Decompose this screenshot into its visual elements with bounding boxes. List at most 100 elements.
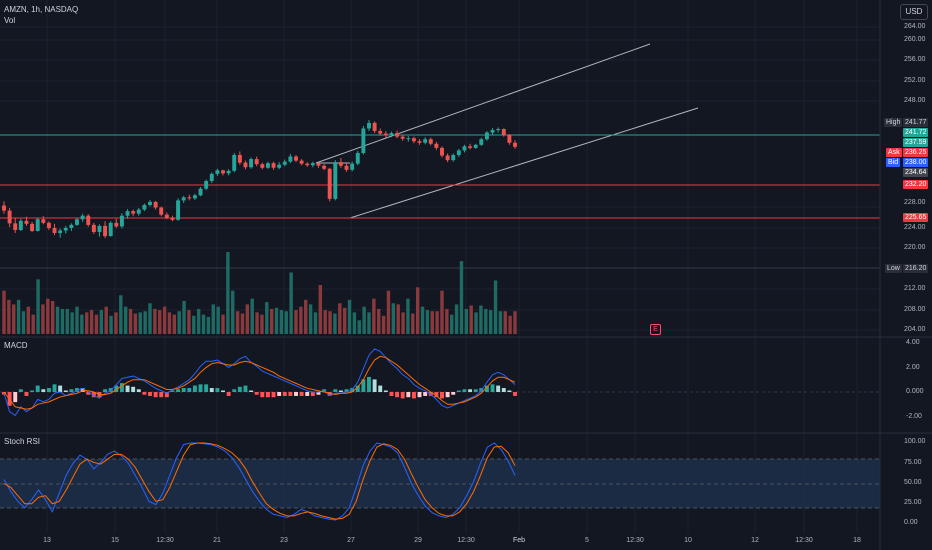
volume-bar <box>464 308 469 334</box>
stoch-band <box>0 459 880 508</box>
volume-bar <box>50 300 55 334</box>
candle-body <box>265 163 270 168</box>
candle-body <box>350 163 355 170</box>
volume-bar <box>260 314 264 334</box>
candle-body <box>232 155 237 171</box>
candle-body <box>400 136 405 139</box>
volume-bar <box>313 312 318 334</box>
macd-histogram-bar <box>411 392 416 399</box>
macd-histogram-bar <box>501 388 506 392</box>
volume-bar <box>284 311 288 334</box>
time-label: 15 <box>111 537 119 544</box>
macd-label[interactable]: MACD <box>4 341 28 350</box>
candle-body <box>226 170 231 174</box>
candle-body <box>484 132 489 140</box>
time-label: 13 <box>43 537 51 544</box>
volume-bar <box>454 304 459 334</box>
symbol-title[interactable]: AMZN, 1h, NASDAQ <box>4 5 79 14</box>
volume-bar <box>148 303 152 334</box>
currency-button[interactable]: USD <box>900 4 928 20</box>
candle-body <box>7 210 12 224</box>
channel-lower-line[interactable] <box>349 107 699 219</box>
horizontal-levels[interactable] <box>0 134 880 269</box>
volume-bar <box>333 313 337 334</box>
macd-histogram-bar <box>125 385 130 392</box>
macd-histogram-bar <box>153 392 158 398</box>
time-label: 10 <box>684 537 692 544</box>
macd-histogram-bar <box>395 392 400 398</box>
volume-bar <box>338 303 342 334</box>
volume-bar <box>372 298 376 334</box>
time-label: 12:30 <box>795 537 813 544</box>
price-tick: 212.00 <box>904 285 926 292</box>
macd-line <box>3 348 516 417</box>
level-value: 241.72 <box>903 128 929 137</box>
volume-bar <box>513 311 517 334</box>
level-value: 234.64 <box>903 168 929 177</box>
macd-histogram-bar <box>265 392 270 398</box>
volume-indicator-label[interactable]: Vol <box>4 16 16 25</box>
volume-bar <box>450 314 454 334</box>
candle-body <box>103 225 108 237</box>
candle-body <box>338 162 343 166</box>
volume-bar <box>352 312 357 334</box>
trend-channel[interactable] <box>315 43 699 219</box>
macd-histogram-bar <box>462 389 467 392</box>
macd-histogram-bar <box>344 389 349 392</box>
candle-body <box>97 225 102 233</box>
candle-body <box>142 204 147 210</box>
time-label: 12:30 <box>626 537 644 544</box>
volume-bar <box>381 315 386 334</box>
candle-body <box>125 211 130 216</box>
macd-histogram-bar <box>507 390 512 392</box>
channel-upper-line[interactable] <box>315 43 651 164</box>
candle-body <box>490 130 495 133</box>
volume-bar <box>75 306 79 334</box>
candle-body <box>282 161 287 165</box>
volume-bar <box>182 300 186 334</box>
macd-histogram-bar <box>221 390 225 392</box>
candle-body <box>192 195 197 199</box>
candle-body <box>417 141 422 143</box>
candle-body <box>456 150 461 156</box>
macd-histogram-bar <box>361 379 366 392</box>
macd-histogram-bar <box>75 388 79 392</box>
time-label: 21 <box>213 537 221 544</box>
candle-body <box>24 220 29 224</box>
volume-bar <box>216 306 220 334</box>
macd-histogram-bar <box>383 390 388 392</box>
earnings-icon[interactable]: E <box>650 324 661 335</box>
candle-body <box>288 156 293 162</box>
macd-histogram-bar <box>484 385 489 392</box>
volume-bar <box>172 314 177 334</box>
stoch-d-line <box>3 442 516 520</box>
volume-bar <box>430 311 434 334</box>
candle-body <box>198 188 203 196</box>
macd-histogram-bar <box>294 392 298 396</box>
macd-histogram-bar <box>372 379 377 392</box>
volume-bar <box>211 304 215 334</box>
time-label: 12:30 <box>457 537 475 544</box>
volume-bar <box>114 312 118 334</box>
volume-bar <box>420 306 425 334</box>
candle-body <box>159 207 164 215</box>
macd-histogram-bar <box>232 389 237 392</box>
macd-histogram-bar <box>417 392 422 398</box>
macd-pane[interactable] <box>0 348 880 417</box>
volume-bar <box>235 311 240 334</box>
volume-bar <box>289 272 293 334</box>
stoch-rsi-pane[interactable] <box>0 442 880 521</box>
volume-bar <box>26 306 31 334</box>
macd-histogram-bar <box>164 392 169 398</box>
macd-histogram-bar <box>136 389 141 392</box>
time-label: 18 <box>853 537 861 544</box>
candle-body <box>361 128 366 153</box>
stoch-rsi-label[interactable]: Stoch RSI <box>4 437 41 446</box>
candle-body <box>2 205 6 211</box>
low-tag: Low <box>885 264 902 273</box>
macd-histogram-bar <box>86 392 91 395</box>
candle-body <box>299 160 304 164</box>
volume-bar <box>342 307 347 334</box>
stoch-tick: 100.00 <box>904 438 926 445</box>
